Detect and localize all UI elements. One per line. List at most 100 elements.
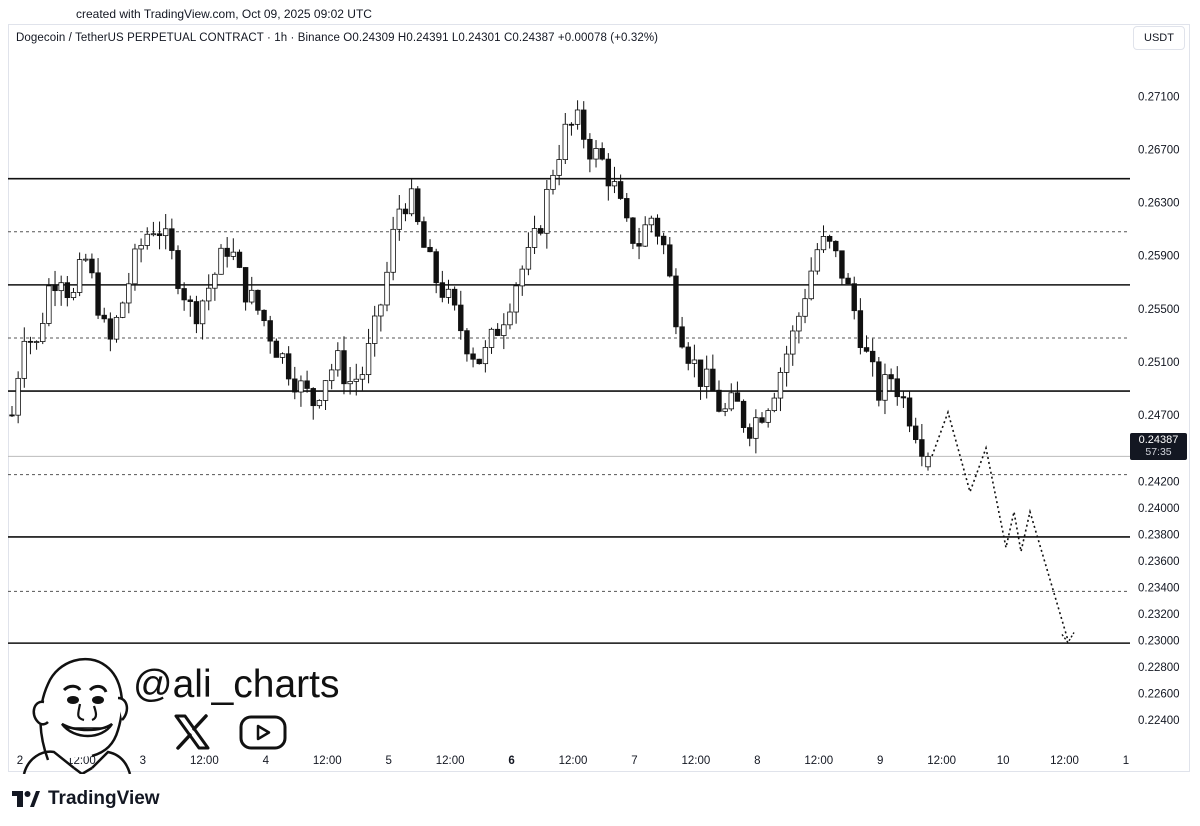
candle-body (826, 236, 833, 242)
candle-body (365, 343, 372, 376)
last-price-badge: 0.24387 57:35 (1130, 433, 1187, 460)
candle-body (513, 285, 519, 313)
candle-body (304, 380, 310, 389)
candle-body (46, 285, 52, 324)
candle-body (119, 302, 126, 318)
y-tick-label: 0.25900 (1138, 251, 1180, 263)
candle-body (568, 123, 575, 126)
candle-body (494, 328, 501, 336)
x-tick-label: 12:00 (436, 755, 465, 767)
candle-body (820, 236, 827, 251)
candle-body (697, 359, 704, 387)
candle-body (335, 350, 341, 371)
y-tick-label: 0.23800 (1138, 529, 1180, 541)
candle-body (605, 158, 612, 187)
candle-body (771, 397, 778, 412)
y-tick-label: 0.25100 (1138, 357, 1180, 369)
y-tick-label: 0.25500 (1138, 304, 1180, 316)
candle-body (624, 198, 630, 219)
candle-body (261, 309, 267, 322)
x-tick-label: 12:00 (681, 755, 710, 767)
candle-body (869, 350, 876, 363)
candle-body (703, 368, 710, 387)
candle-body (722, 408, 728, 412)
tradingview-logo-icon (12, 791, 40, 807)
candle-body (458, 304, 464, 332)
candle-body (857, 310, 864, 348)
candle-body (919, 439, 925, 457)
candle-body (58, 282, 64, 292)
candle-body (863, 347, 870, 352)
candle-body (777, 371, 784, 399)
candle-body (587, 138, 593, 160)
x-tick-label: 12:00 (804, 755, 833, 767)
candle-body (906, 397, 913, 427)
candle-body (636, 243, 642, 247)
candle-body (814, 249, 821, 272)
candle-body (439, 282, 446, 298)
x-tick-label: 9 (877, 755, 883, 767)
candle-body (667, 244, 673, 277)
candle-body (187, 299, 193, 302)
candle-body (501, 324, 507, 336)
candle-body (353, 378, 359, 382)
candle-body (359, 374, 366, 380)
candle-body (27, 340, 34, 343)
x-tick-label: 10 (997, 755, 1010, 767)
candle-body (52, 285, 58, 292)
x-tick-label: 12:00 (190, 755, 219, 767)
y-tick-label: 0.24200 (1138, 476, 1180, 488)
currency-button[interactable]: USDT (1133, 26, 1185, 50)
y-tick-label: 0.22800 (1138, 662, 1180, 674)
candle-body (138, 245, 144, 250)
candle-body (464, 330, 470, 355)
candle-body (236, 251, 243, 268)
candle-countdown: 57:35 (1145, 446, 1172, 458)
candle-body (95, 272, 101, 316)
candle-body (310, 388, 316, 407)
candle-body (900, 396, 907, 399)
candle-body (550, 174, 556, 190)
candle-body (322, 380, 329, 401)
candle-body (328, 369, 335, 382)
candle-body (611, 181, 618, 187)
candle-body (679, 326, 685, 348)
candle-body (660, 235, 667, 246)
candle-body (347, 381, 353, 385)
candle-body (796, 315, 802, 332)
candle-body (685, 346, 691, 364)
candle-body (199, 300, 206, 325)
candle-body (599, 148, 605, 160)
candle-body (544, 188, 550, 234)
candle-body (21, 340, 27, 379)
y-tick-label: 0.26700 (1138, 145, 1180, 157)
candle-body (753, 417, 759, 439)
candle-body (882, 374, 888, 401)
candle-body (728, 392, 734, 410)
candle-body (581, 109, 587, 140)
candle-body (33, 341, 40, 343)
candle-body (808, 270, 814, 300)
last-price-value: 0.24387 (1138, 434, 1179, 446)
candle-body (162, 228, 169, 237)
y-tick-label: 0.22600 (1138, 689, 1180, 701)
y-tick-label: 0.24700 (1138, 410, 1180, 422)
candle-body (802, 298, 808, 317)
candle-body (451, 288, 458, 306)
y-tick-label: 0.23200 (1138, 609, 1180, 621)
avatar-cartoon (22, 657, 132, 774)
candle-body (445, 288, 452, 298)
candle-body (415, 188, 421, 223)
candle-body (408, 188, 415, 215)
x-icon (174, 714, 210, 750)
candle-body (630, 217, 636, 244)
x-tick-label: 5 (385, 755, 391, 767)
candle-body (40, 323, 46, 342)
y-tick-label: 0.27100 (1138, 91, 1180, 103)
candle-body (654, 217, 661, 237)
candle-body (175, 250, 181, 289)
candle-body (279, 353, 286, 358)
tradingview-footer[interactable]: TradingView (12, 788, 160, 810)
symbol-legend[interactable]: Dogecoin / TetherUS PERPETUAL CONTRACT ·… (16, 32, 659, 44)
